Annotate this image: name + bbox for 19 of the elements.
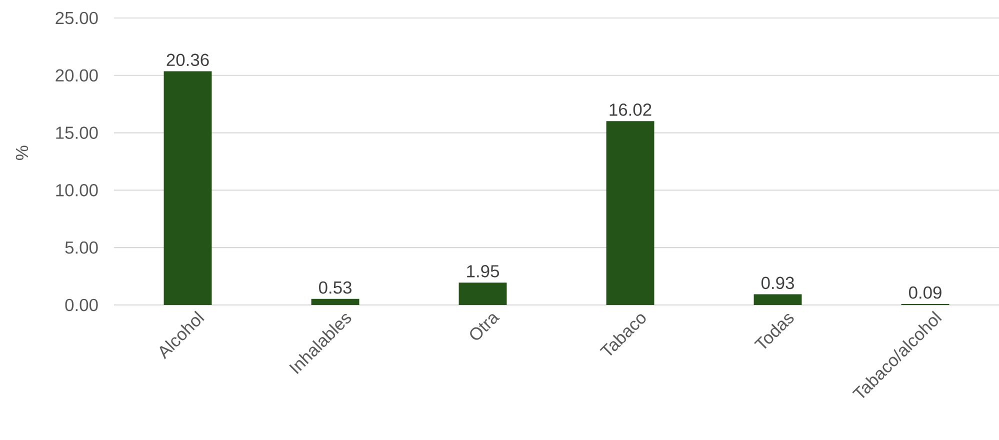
bar — [164, 71, 212, 305]
y-axis-title: % — [16, 146, 28, 160]
y-tick-label: 15.00 — [56, 126, 98, 139]
data-label: 0.53 — [318, 281, 352, 294]
x-tick-label: Otra — [470, 314, 500, 340]
data-label: 16.02 — [610, 104, 652, 116]
data-label: 20.36 — [166, 54, 209, 66]
y-tick-label: 5.00 — [65, 241, 98, 254]
y-tick-label: 25.00 — [56, 12, 98, 24]
bar — [311, 298, 360, 305]
data-label: 0.09 — [908, 286, 942, 299]
data-label: 0.93 — [761, 276, 794, 290]
bar — [606, 121, 654, 305]
data-label: 1.95 — [467, 265, 499, 278]
bar — [754, 294, 802, 305]
y-tick-label: 0.00 — [65, 298, 98, 312]
bar — [458, 282, 507, 305]
y-tick-label: 20.00 — [56, 69, 98, 82]
y-tick-label: 10.00 — [56, 184, 98, 196]
